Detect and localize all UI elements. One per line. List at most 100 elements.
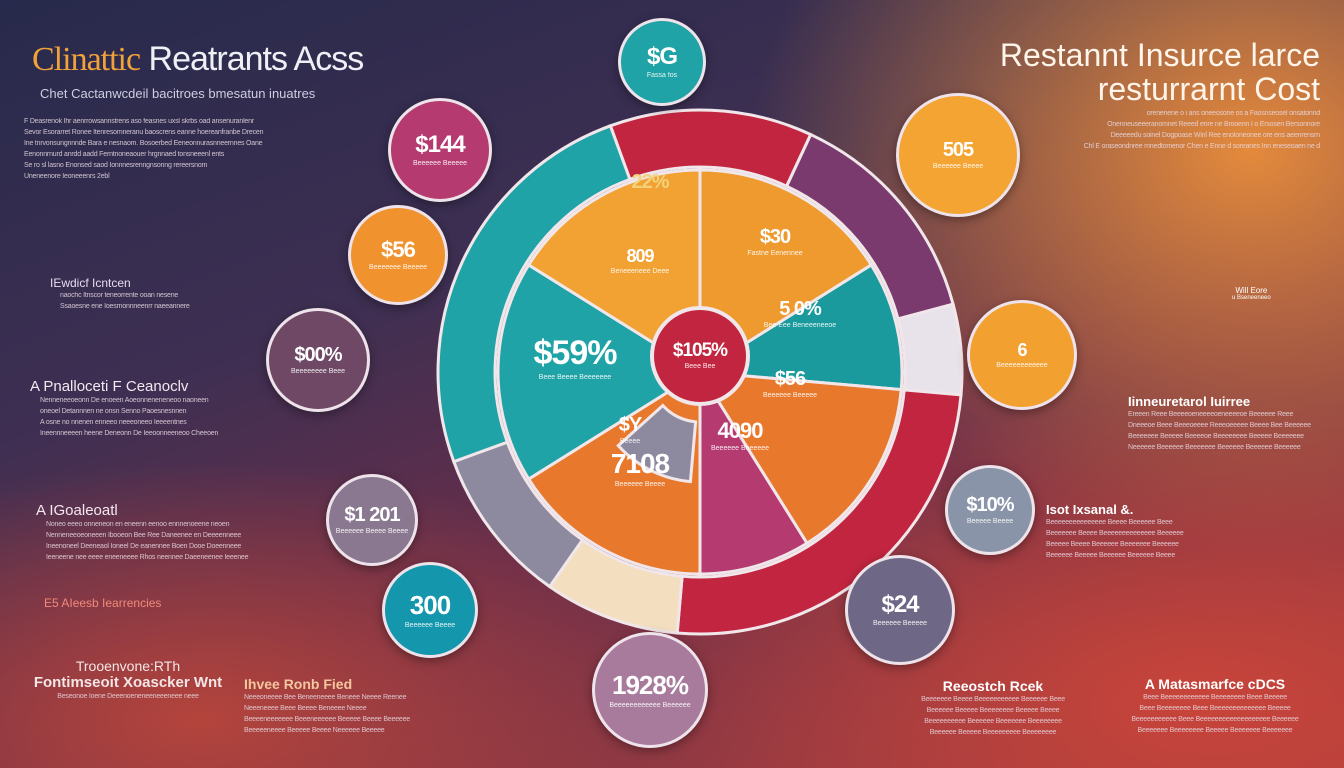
- right-title-line1: Restannt Insurce larce: [999, 37, 1320, 73]
- text-line: oneoel Detannnen ne onsn Senno Paoesnesn…: [40, 408, 187, 415]
- shelf-note: Will Eore u Bseneeneeo: [1232, 286, 1271, 301]
- center-value: $105%: [672, 340, 728, 361]
- left-intro: F Deasrenok Ihr aenrrowsannstrens aso fe…: [24, 116, 364, 182]
- text-line: Dneeeoe Beee Beeeoeeee Reeeoeeeee Beeee …: [1128, 422, 1311, 429]
- pie-label-sub: Beeeeee Beeeee: [762, 392, 818, 399]
- stat-bubble: $1 201 Beeeeee Beeee Beeee: [326, 474, 418, 566]
- outer-ring-segment: [896, 302, 964, 397]
- bubble-sub: Beeeee Beeee: [966, 517, 1014, 525]
- text-line: A osne no nnenen enneeo neeeoneeo Ieeeen…: [40, 419, 187, 426]
- pie-label-value: 4090: [717, 418, 764, 443]
- pie-label-sub: Beeee: [619, 438, 641, 445]
- stat-bubble: $56 Beeeeeee Beeeee: [348, 205, 448, 305]
- bubble-sub: Beeeeee Beeee: [932, 162, 984, 170]
- text-line: naochc Itnscor teneorrente ooan nesene: [60, 292, 179, 299]
- right-section: Iinneuretarol Iuirree Ereeen Reee Beeeeo…: [1128, 394, 1338, 453]
- pie-label: 809 Beneeeneee Deee: [580, 246, 700, 277]
- section-heading: E5 AIeesb Iearrencies: [44, 596, 162, 610]
- text-line: F Deasrenok Ihr aenrrowsannstrens aso fe…: [24, 118, 254, 125]
- section-heading: Iinneuretarol Iuirree: [1128, 394, 1251, 409]
- text-line: Deeeeedu soinel Dogpoase Winl Ree enoIon…: [1110, 132, 1321, 139]
- bottom-left-line2: Fontimseoit Xoascker Wnt: [33, 674, 223, 691]
- bubble-value: $10%: [966, 493, 1014, 516]
- pie-label-value: $Y: [618, 414, 642, 436]
- right-title-line2: resturrarnt Cost: [1097, 71, 1320, 107]
- text-line: Beeeeee Beeeee Beeeeeeee Beeeee Beeee: [926, 707, 1060, 714]
- section-heading: Isot Ixsanal &.: [1046, 502, 1134, 517]
- stat-bubble: $144 Beeeeee Beeeee: [388, 98, 492, 202]
- text-line: Beeeeeee Beeeee Beeeeoe Beeeeeeee Beeeee…: [1128, 433, 1304, 440]
- left-section: E5 AIeesb Iearrencies: [44, 596, 334, 610]
- stat-bubble: 300 Beeeeee Beeee: [382, 562, 478, 658]
- text-line: Nenneneeoeonn De enoeen Aoeonneneneneoo …: [40, 397, 209, 404]
- pie-label-value: $59%: [533, 334, 618, 372]
- text-line: Ine tnrvonsungnnnde Bara e nesnaom. Boso…: [24, 140, 263, 147]
- text-line: Beeeeeee Beeee Beeeeeeeeeeeeee Beeeeee: [1046, 530, 1184, 537]
- right-intro: orenenene o i ans oneeosone os a Faosnse…: [1020, 108, 1320, 152]
- bottom-left-line1: Trooenvone:RTh: [75, 658, 181, 674]
- text-line: Ineenoneel Deeneaol Ioneel De eanennee B…: [46, 543, 242, 550]
- left-title-part2: Reatrants Acss: [148, 40, 365, 78]
- text-line: Noneo eeeo onneneon en eneenn eenoo ennn…: [46, 521, 230, 528]
- pie-label-value: 809: [626, 246, 654, 266]
- right-section: A Matasmarfce cDCS Beee Beeeeeeeeeeee Be…: [1110, 676, 1320, 736]
- bubble-value: $56: [381, 237, 416, 262]
- center-sub: Beee Bee: [684, 363, 716, 370]
- pie-label-sub: Beeeeee Beeee: [614, 481, 666, 488]
- text-line: Eenonnrnurd anrdd aadd Ferntnoneaouer hr…: [24, 151, 225, 158]
- stat-bubble: 505 Beeeeee Beeee: [896, 93, 1020, 217]
- right-title: Restannt Insurce larce resturrarnt Cost: [1000, 38, 1320, 106]
- bubble-sub: Beeeeeeee Beee: [290, 367, 346, 375]
- bottom-mid-heading: Ihvee Ronb Fied: [244, 676, 353, 692]
- text-line: Neeeeee Beeeeee Beeeeeee Beeeeee Beeeeee…: [1128, 444, 1301, 451]
- bubble-sub: Beeeeee Beeee: [404, 621, 456, 629]
- bubble-value: $144: [415, 131, 465, 158]
- text-line: Beeeeeneeee Beeeee Beeee Neeeeee Beeeee: [244, 727, 385, 734]
- left-section: IEwdicf Icntcen naochc Itnscor teneorren…: [50, 276, 340, 312]
- pie-label-value: $30: [759, 226, 791, 248]
- text-line: Beeeeeeeeeeeeeee Beeee Beeeeee Beee: [1046, 519, 1173, 526]
- text-line: Uneneenore Ieoneeenrs 2ebl: [24, 173, 110, 180]
- text-line: orenenene o i ans oneeosone os a Faosnse…: [1146, 110, 1320, 117]
- pie-label-sub: Bee Eee Beneeeneeoe: [763, 322, 837, 329]
- pie-label: $59% Beee Beeee Beeeeeee: [515, 334, 635, 383]
- bubble-sub: Beeeeee Beeeee: [412, 160, 468, 167]
- left-title-part1: Clinattic: [32, 41, 141, 78]
- pie-label-sub: Fastne Eenennee: [747, 250, 803, 257]
- section-heading: A Pnalloceti F Ceanoclv: [30, 378, 189, 395]
- text-line: Beeeeneeeeeee Beeeneeeeee Beeeee Beeee B…: [244, 716, 410, 723]
- text-line: Neeeneeee Beee Beeee Beneeee Neeee: [244, 705, 367, 712]
- bubble-value: $1 201: [344, 503, 400, 526]
- text-line: Ssaoesne ene Ioesrnonnneenrr naeeannere: [60, 303, 190, 310]
- pie-label-value: 5 0%: [779, 298, 822, 320]
- pie-label-value: 7108: [610, 448, 670, 479]
- right-section: Reeostch Rcek Beeeeeee Beeee Beeeeeeeeee…: [908, 678, 1078, 738]
- pie-label-sub: Beeeeee Beeeeee: [711, 445, 769, 452]
- pie-label: 22%: [590, 171, 710, 194]
- text-line: Ieeneene nee eeee eneeneeee Rhos neennee…: [46, 554, 249, 561]
- stat-bubble: $G Fassa fos: [618, 18, 706, 106]
- bubble-value: 6: [1017, 339, 1027, 360]
- bottom-left-text: Beseonoe Ioene Deeenoeneneeneeeneee neee: [57, 693, 199, 700]
- pie-slice: [698, 168, 874, 375]
- pie-label: 7108 Beeeeee Beeee: [580, 448, 700, 490]
- stat-bubble: $10% Beeeee Beeee: [945, 465, 1035, 555]
- bubble-value: $24: [881, 591, 919, 618]
- stat-bubble: $24 Beeeeee Beeeee: [845, 555, 955, 665]
- bottom-mid-block: Ihvee Ronb Fied Neeeoneeee Bee Beneeneee…: [244, 676, 444, 736]
- left-title: Clinattic Reatrants Acss: [32, 40, 365, 79]
- center-label: $105% Beee Bee: [640, 340, 760, 372]
- pie-label: $56 Beeeeee Beeeee: [730, 368, 850, 401]
- bubble-value: 1928%: [612, 669, 689, 700]
- text-line: Onenneuseeeranomnet Reeed enre ne Brooen…: [1107, 121, 1320, 128]
- left-subtitle: Chet Cactanwcdeil bacitroes bmesatun inu…: [40, 86, 316, 101]
- pie-label: $30 Fastne Eenennee: [715, 226, 835, 259]
- text-line: Se ro sl lasno Enonsed saod Ionnnesrenng…: [24, 162, 208, 169]
- left-section: A IGoaleoatl Noneo eeeo onneneon en enee…: [36, 502, 326, 563]
- text-line: Beeeee Beeee Beeeeee Beeeeeee Beeeeee: [1046, 541, 1179, 548]
- text-line: Beeeeee Beeeee Beeeeee Beeeeee Beeee: [1046, 552, 1176, 559]
- pie-slice: [698, 366, 810, 576]
- pie-label-value: 22%: [631, 171, 669, 193]
- text-line: Nenneneeoeoneeen Ibooeon Bee Ree Daneene…: [46, 532, 241, 539]
